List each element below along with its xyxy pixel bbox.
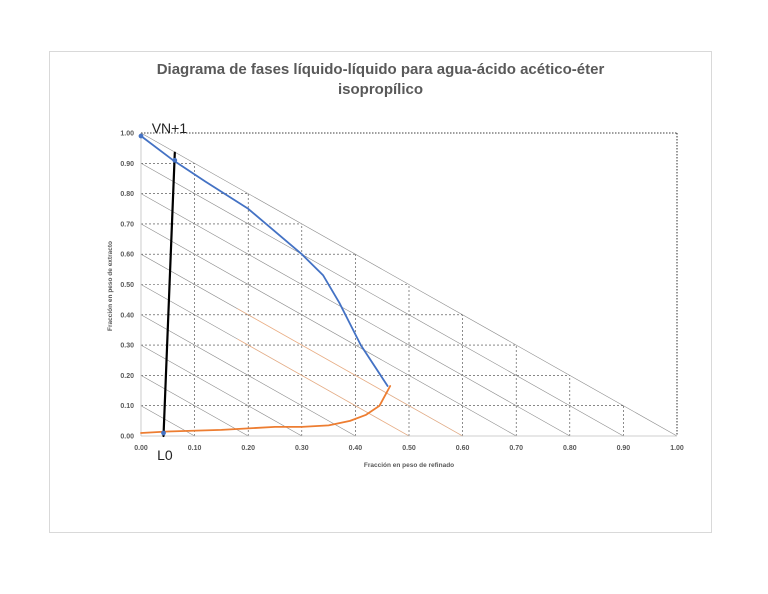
series-line-2 xyxy=(162,151,176,438)
tie-lines xyxy=(140,132,678,437)
x-tick-label: 0.00 xyxy=(134,445,148,452)
y-tick-label: 0.40 xyxy=(120,312,134,319)
x-tick-label: 1.00 xyxy=(670,445,684,452)
data-markers xyxy=(138,133,178,436)
y-tick-label: 0.10 xyxy=(120,403,134,410)
series-line-1 xyxy=(140,385,392,434)
orange-guide-line xyxy=(237,338,410,437)
x-tick-label: 0.30 xyxy=(295,445,309,452)
chart-title: Diagrama de fases líquido-líquido para a… xyxy=(49,60,712,100)
y-tick-label: 0.70 xyxy=(120,221,134,228)
diagonal-line xyxy=(140,375,249,437)
x-axis-title: Fracción en peso de refinado xyxy=(364,462,454,469)
series-line-0 xyxy=(140,135,389,387)
x-tick-labels: 0.00 0.10 0.20 0.30 0.40 0.50 0.60 0.70 0.80 0.90… xyxy=(134,445,684,452)
diagonal-line xyxy=(140,163,624,437)
plot-border xyxy=(140,132,678,437)
annotation-label: L0 xyxy=(157,447,173,463)
orange-guide-line xyxy=(237,308,463,437)
y-tick-label: 1.00 xyxy=(120,131,134,138)
chart-title-line-2: isopropílico xyxy=(337,81,423,98)
y-tick-label: 0.80 xyxy=(120,191,134,198)
x-tick-label: 0.40 xyxy=(349,445,363,452)
data-point xyxy=(161,430,166,436)
data-point xyxy=(172,157,178,163)
chart-title-line-1: Diagrama de fases líquido-líquido para a… xyxy=(156,61,605,78)
y-tick-label: 0.60 xyxy=(120,252,134,259)
y-tick-label: 0.20 xyxy=(120,373,134,380)
x-tick-label: 0.60 xyxy=(456,445,470,452)
annotation-label: VN+1 xyxy=(152,120,188,136)
x-tick-label: 0.20 xyxy=(241,445,255,452)
y-tick-label: 0.90 xyxy=(120,161,134,168)
x-tick-label: 0.70 xyxy=(509,445,523,452)
diagonal-line xyxy=(140,223,517,437)
x-tick-label: 0.90 xyxy=(617,445,631,452)
x-tick-label: 0.50 xyxy=(402,445,416,452)
y-tick-label: 0.50 xyxy=(120,282,134,289)
y-tick-label: 0.00 xyxy=(120,434,134,441)
diagonal-line xyxy=(140,314,356,437)
series-lines xyxy=(140,135,392,438)
diagonal-line xyxy=(140,132,678,437)
y-axis-title: Fracción en peso de extracto xyxy=(107,241,114,331)
annotations: VN+1 L0 xyxy=(152,120,188,463)
diagonal-line xyxy=(140,344,302,437)
x-tick-label: 0.80 xyxy=(563,445,577,452)
data-point xyxy=(138,133,144,139)
diagonal-line xyxy=(140,193,570,437)
y-tick-labels: 0.00 0.10 0.20 0.30 0.40 0.50 0.60 0.70 0.80 0.90… xyxy=(120,131,134,441)
chart-frame xyxy=(49,51,712,533)
y-tick-label: 0.30 xyxy=(120,343,134,350)
x-tick-label: 0.10 xyxy=(188,445,202,452)
